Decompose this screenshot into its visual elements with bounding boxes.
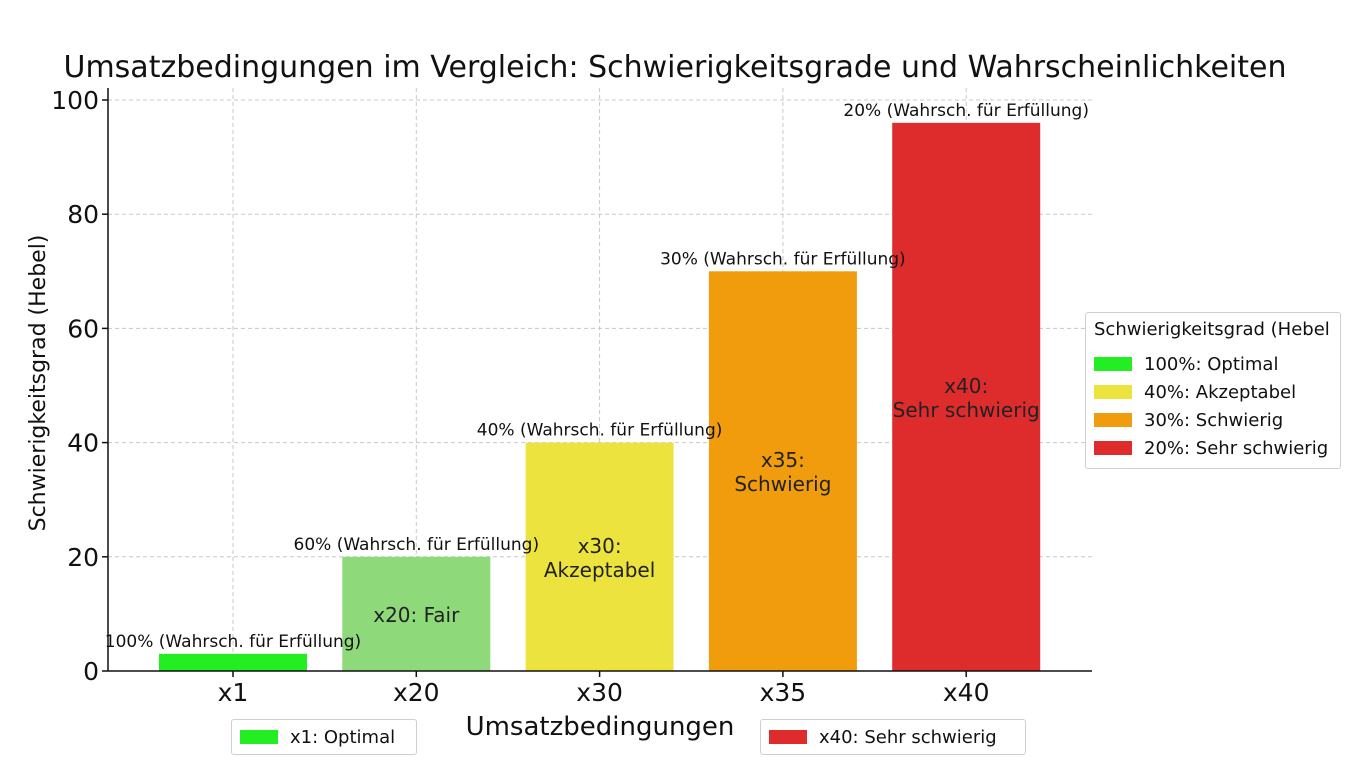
legend-swatch bbox=[1094, 413, 1132, 427]
x-axis-label: Umsatzbedingungen bbox=[466, 712, 735, 742]
legend-entry: 100%: Optimal bbox=[1094, 350, 1340, 378]
legend-entry-label: 20%: Sehr schwierig bbox=[1144, 437, 1329, 459]
legend-swatch bbox=[240, 730, 278, 744]
legend-x40: x40: Sehr schwierig bbox=[760, 719, 1026, 755]
x-tick-label: x35 bbox=[760, 678, 807, 707]
legend: Schwierigkeitsgrad (Hebel 100%: Optimal 4… bbox=[1085, 312, 1341, 469]
chart-title: Umsatzbedingungen im Vergleich: Schwieri… bbox=[64, 50, 1287, 85]
legend-swatch bbox=[1094, 385, 1132, 399]
y-tick-label: 0 bbox=[83, 657, 99, 686]
bar-top-label: 40% (Wahrsch. für Erfüllung) bbox=[477, 421, 723, 441]
legend-swatch bbox=[769, 730, 807, 744]
bar-top-label: 30% (Wahrsch. für Erfüllung) bbox=[660, 249, 906, 269]
y-axis-label: Schwierigkeitsgrad (Hebel) bbox=[26, 235, 51, 532]
legend-entry-label: 30%: Schwierig bbox=[1144, 409, 1284, 431]
bar-top-label: 20% (Wahrsch. für Erfüllung) bbox=[843, 101, 1089, 121]
legend-swatch bbox=[1094, 357, 1132, 371]
bar-inner-label: x40: Sehr schwierig bbox=[893, 374, 1040, 422]
y-tick-label: 100 bbox=[51, 86, 99, 115]
y-tick-label: 40 bbox=[67, 429, 99, 458]
bars bbox=[159, 122, 1041, 672]
y-tick-label: 20 bbox=[67, 543, 99, 572]
x-tick-label: x1 bbox=[218, 678, 249, 707]
legend-entry: 20%: Sehr schwierig bbox=[1094, 434, 1340, 462]
legend-label-x40: x40: Sehr schwierig bbox=[819, 726, 997, 748]
bar bbox=[892, 122, 1041, 672]
y-tick-label: 60 bbox=[67, 314, 99, 343]
bar bbox=[159, 653, 307, 671]
legend-entries: 100%: Optimal 40%: Akzeptabel 30%: Schwier… bbox=[1094, 350, 1340, 462]
bar-top-label: 100% (Wahrsch. für Erfüllung) bbox=[105, 632, 361, 652]
legend-x1: x1: Optimal bbox=[231, 719, 417, 755]
bar-inner-label: x20: Fair bbox=[373, 603, 460, 627]
legend-entry-label: 40%: Akzeptabel bbox=[1144, 381, 1297, 403]
bar-top-label: 60% (Wahrsch. für Erfüllung) bbox=[294, 535, 540, 555]
legend-entry: 30%: Schwierig bbox=[1094, 406, 1340, 434]
legend-label-x1: x1: Optimal bbox=[290, 726, 396, 748]
labels: 100% (Wahrsch. für Erfüllung) 60% (Wahrsc… bbox=[105, 101, 1089, 652]
legend-entry-label: 100%: Optimal bbox=[1144, 353, 1279, 375]
bar-inner-label: x35: Schwierig bbox=[734, 448, 831, 496]
bar bbox=[708, 271, 857, 671]
bar bbox=[525, 442, 674, 671]
axes: 0 20 40 60 80 100 x1 x20 x30 x35 x40 bbox=[51, 86, 1092, 707]
bar-inner-label: x30: Akzeptabel bbox=[544, 534, 655, 582]
legend-entry: 40%: Akzeptabel bbox=[1094, 378, 1340, 406]
x-tick-label: x40 bbox=[943, 678, 990, 707]
x-tick-label: x20 bbox=[393, 678, 440, 707]
legend-title: Schwierigkeitsgrad (Hebel bbox=[1094, 319, 1330, 340]
y-tick-label: 80 bbox=[67, 200, 99, 229]
x-tick-label: x30 bbox=[576, 678, 623, 707]
bar bbox=[342, 556, 491, 671]
legend-swatch bbox=[1094, 441, 1132, 455]
